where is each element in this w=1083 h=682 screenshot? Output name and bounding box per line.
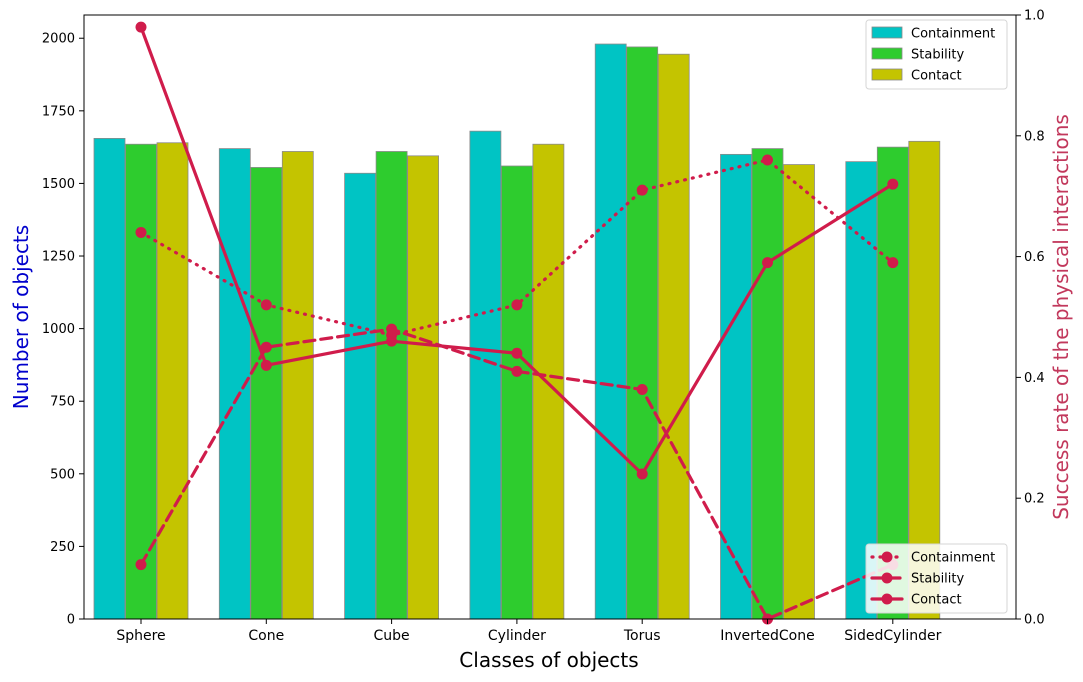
bar-stability-invertedcone	[751, 148, 784, 620]
bar-containment-cube	[344, 172, 377, 620]
y-tick-label-1250: 1250	[42, 250, 75, 265]
y-tick-label-500: 500	[50, 467, 75, 482]
bar-stability-sphere	[125, 143, 157, 620]
point-containment-cone	[260, 299, 272, 311]
legend-label-contact: Contact	[911, 69, 962, 84]
point-stability-torus	[636, 383, 648, 395]
y2-tick-label-0: 0.0	[1024, 613, 1045, 628]
bar-stability-cylinder	[500, 165, 533, 620]
bar-containment-invertedcone	[720, 153, 752, 620]
point-containment-invertedcone	[762, 154, 773, 166]
point-containment-sphere	[135, 226, 147, 238]
bar-stability-cone	[250, 167, 283, 620]
point-contact-cube	[386, 335, 398, 347]
x-tick-label-cylinder: Cylinder	[488, 628, 546, 644]
plot-frame	[83, 14, 1017, 620]
bar-stability-sidedcylinder	[876, 146, 909, 620]
legend-line-label-contact: Contact	[911, 593, 962, 608]
point-containment-torus	[636, 184, 648, 196]
y2-tick-label-0.4: 0.4	[1024, 371, 1045, 386]
point-stability-cube	[386, 323, 398, 335]
point-containment-sidedcylinder	[887, 257, 899, 269]
point-stability-cone	[260, 341, 272, 353]
point-stability-sphere	[135, 559, 147, 571]
legend-marker-contact	[881, 593, 893, 605]
legend-line-label-stability: Stability	[911, 572, 965, 587]
legend-marker-stability	[881, 572, 893, 584]
y-tick-label-2000: 2000	[42, 32, 75, 47]
y-axis-label-left: Number of objects	[9, 225, 33, 409]
bar-contact-sidedcylinder	[908, 140, 941, 620]
lines-layer	[135, 21, 899, 625]
y-tick-label-1500: 1500	[42, 177, 75, 192]
bar-stability-torus	[626, 46, 659, 620]
y2-tick-label-0.8: 0.8	[1024, 129, 1045, 144]
bar-contact-cube	[407, 155, 440, 620]
legend-lines-box	[865, 543, 1008, 614]
point-contact-cone	[260, 359, 272, 371]
y-tick-label-750: 750	[50, 395, 75, 410]
x-tick-label-sidedcylinder: SidedCylinder	[844, 628, 941, 644]
y2-tick-label-0.6: 0.6	[1024, 250, 1045, 265]
bar-contact-invertedcone	[783, 164, 815, 620]
legend-swatch-contact	[871, 68, 903, 81]
point-stability-cylinder	[511, 365, 523, 377]
bar-containment-cylinder	[469, 130, 502, 620]
y2-tick-label-0.2: 0.2	[1024, 492, 1045, 507]
bars-layer	[93, 43, 941, 620]
bar-contact-torus	[657, 53, 690, 620]
bar-containment-sphere	[93, 138, 126, 620]
y-tick-label-1750: 1750	[42, 104, 75, 119]
legend-label-stability: Stability	[911, 48, 965, 63]
point-contact-torus	[636, 468, 648, 480]
legend-swatch-stability	[871, 47, 903, 60]
y-tick-label-1000: 1000	[42, 322, 75, 337]
legend-label-containment: Containment	[911, 27, 995, 42]
point-contact-sphere	[135, 21, 147, 33]
x-tick-label-cone: Cone	[248, 628, 284, 644]
legend-lines: Containment Stability Contact	[865, 543, 1008, 614]
x-tick-label-sphere: Sphere	[116, 628, 165, 644]
y-axis-label-right: Success rate of the physical interaction…	[1049, 114, 1073, 520]
legend-swatch-containment	[871, 26, 903, 39]
y-tick-label-250: 250	[50, 540, 75, 555]
legend-bars: Containment Stability Contact	[865, 19, 1008, 90]
point-contact-cylinder	[511, 347, 523, 359]
x-tick-label-cube: Cube	[374, 628, 410, 644]
legend-marker-containment	[881, 551, 893, 563]
point-contact-invertedcone	[762, 257, 773, 269]
bar-stability-cube	[375, 151, 408, 620]
point-containment-cylinder	[511, 299, 523, 311]
x-axis-label: Classes of objects	[459, 648, 638, 672]
y2-tick-label-1: 1.0	[1024, 9, 1045, 24]
y-tick-label-0: 0	[67, 613, 75, 628]
legend-line-label-containment: Containment	[911, 551, 995, 566]
x-tick-label-invertedcone: InvertedCone	[720, 628, 814, 644]
bar-containment-torus	[594, 43, 627, 620]
axes-layer: 0 250 500 750 1000 1250 1500 1750 2000 0.0 0.2 0.4 0…	[42, 9, 1045, 645]
point-contact-sidedcylinder	[887, 178, 899, 190]
x-tick-label-torus: Torus	[623, 628, 661, 644]
bar-contact-sphere	[156, 142, 189, 620]
bar-contact-cone	[281, 151, 314, 620]
